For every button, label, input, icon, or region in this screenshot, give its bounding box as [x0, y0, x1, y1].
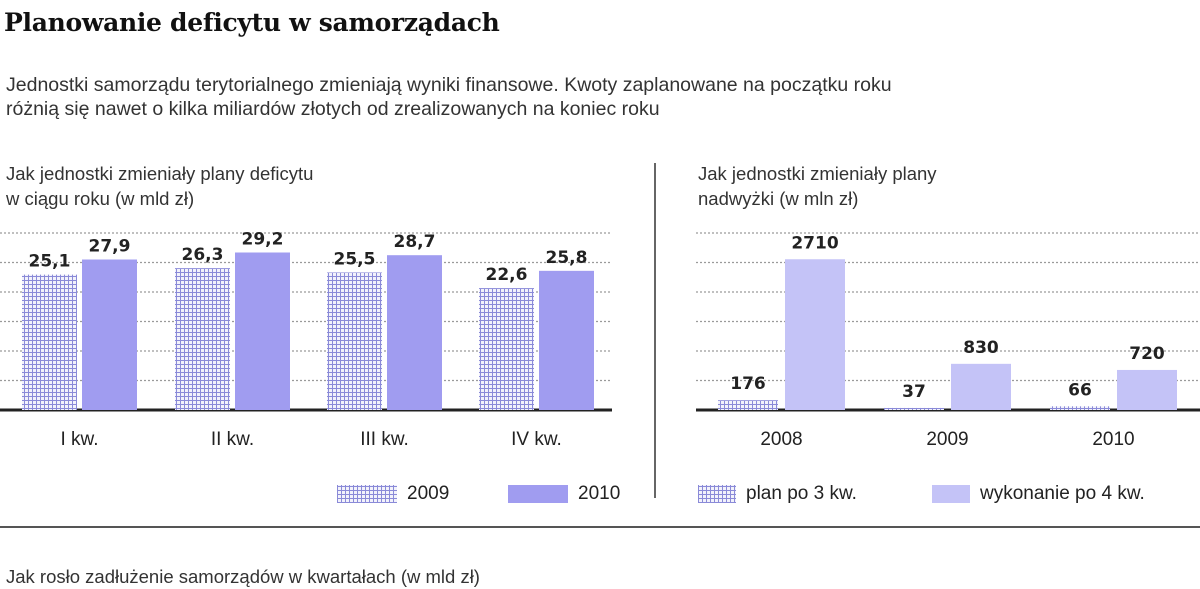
data-label-2009: 22,6	[486, 265, 528, 285]
bar-2010	[387, 255, 442, 410]
legend-swatch-2009	[337, 485, 397, 503]
bar-2010	[539, 270, 594, 410]
left-bar-chart: 25,1 27,9 26,3 29,2 25,5 28,7 22,6 25,8 I kw. II…	[0, 229, 612, 450]
right-bar-chart: 176 2710 37 830 66 720 2008 2009 2010	[696, 232, 1200, 450]
legend-swatch-wykonanie	[932, 485, 970, 503]
debt-chart-title: Jak rosło zadłużenie samorządów w kwarta…	[6, 566, 480, 587]
data-label-2009: 25,5	[334, 249, 376, 269]
category-label: II kw.	[211, 429, 254, 450]
data-label-2010: 27,9	[89, 237, 131, 257]
subtitle-line-2: różnią się nawet o kilka miliardów złoty…	[6, 98, 660, 120]
legend-label-2009: 2009	[407, 483, 450, 504]
legend-swatch-plan	[698, 485, 736, 503]
data-label-2010: 29,2	[242, 229, 284, 249]
data-label-wykonanie: 720	[1129, 344, 1165, 364]
bar-wykonanie	[1117, 369, 1177, 410]
legend-label-plan: plan po 3 kw.	[746, 483, 857, 504]
bar-plan	[718, 400, 778, 410]
data-label-plan: 66	[1068, 380, 1092, 400]
left-chart-title: Jak jednostki zmieniały plany deficytu w…	[6, 161, 313, 211]
data-label-plan: 176	[730, 374, 766, 394]
bar-2009	[479, 288, 534, 410]
page-subtitle: Jednostki samorządu terytorialnego zmien…	[6, 73, 1186, 121]
legend-swatch-2010	[508, 485, 568, 503]
right-legend-plan: plan po 3 kw.	[698, 483, 857, 505]
category-label: 2008	[760, 429, 802, 450]
data-label-2009: 26,3	[182, 245, 224, 265]
data-label-wykonanie: 2710	[791, 233, 838, 253]
page-title: Planowanie deficytu w samorządach	[4, 8, 500, 37]
subtitle-line-1: Jednostki samorządu terytorialnego zmien…	[6, 74, 892, 96]
bar-2010	[82, 259, 137, 410]
data-label-plan: 37	[902, 382, 926, 402]
category-label: III kw.	[360, 429, 409, 450]
bar-plan	[1050, 406, 1110, 410]
right-chart-title-line-2: nadwyżki (w mln zł)	[698, 188, 859, 209]
category-label: IV kw.	[511, 429, 562, 450]
left-legend-2009: 2009	[337, 483, 449, 505]
bar-2009	[327, 272, 382, 410]
bar-wykonanie	[785, 259, 845, 410]
bar-plan	[884, 407, 944, 410]
panel-divider	[654, 163, 656, 498]
category-label: 2010	[1092, 429, 1134, 450]
bar-2009	[175, 268, 230, 410]
left-legend-2010: 2010	[508, 483, 620, 505]
category-label: I kw.	[60, 429, 98, 450]
bar-wykonanie	[951, 363, 1011, 410]
right-chart-title: Jak jednostki zmieniały plany nadwyżki (…	[698, 161, 937, 211]
category-label: 2009	[926, 429, 968, 450]
legend-label-2010: 2010	[578, 483, 621, 504]
bar-2009	[22, 274, 77, 410]
right-chart-title-line-1: Jak jednostki zmieniały plany	[698, 163, 937, 184]
data-label-2009: 25,1	[29, 252, 71, 272]
left-chart-title-line-2: w ciągu roku (w mld zł)	[6, 188, 195, 209]
left-chart-title-line-1: Jak jednostki zmieniały plany deficytu	[6, 163, 314, 184]
bar-2010	[235, 252, 290, 410]
section-divider	[0, 526, 1200, 528]
legend-label-wykonanie: wykonanie po 4 kw.	[980, 483, 1145, 504]
data-label-2010: 28,7	[394, 232, 436, 252]
data-label-wykonanie: 830	[963, 338, 999, 358]
data-label-2010: 25,8	[546, 248, 588, 268]
right-legend-wykonanie: wykonanie po 4 kw.	[932, 483, 1145, 505]
